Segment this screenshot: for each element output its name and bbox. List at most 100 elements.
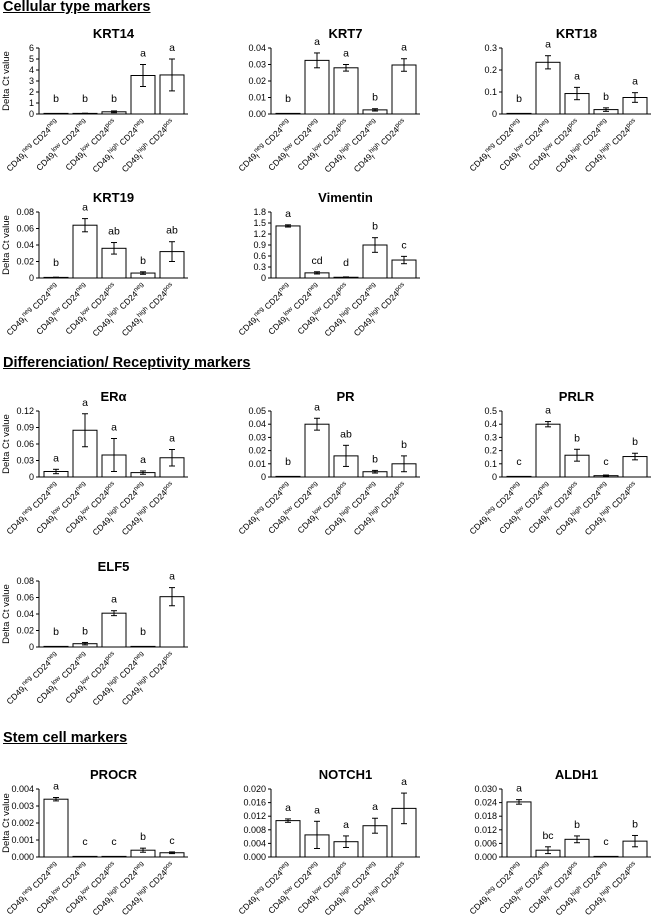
- significance-letter: c: [603, 836, 608, 848]
- significance-letter: b: [82, 93, 88, 105]
- significance-letter: bc: [542, 830, 553, 842]
- y-tick-label: 0.016: [243, 798, 266, 808]
- y-tick-label: 0.08: [16, 207, 34, 217]
- significance-letter: c: [82, 836, 87, 848]
- y-tick-label: 0.09: [16, 423, 34, 433]
- y-tick-label: 0.012: [474, 825, 497, 835]
- significance-letter: b: [285, 93, 291, 105]
- y-tick-label: 0.3: [484, 432, 497, 442]
- bar: [391, 64, 417, 115]
- bar: [506, 112, 532, 115]
- error-bar: [140, 470, 146, 475]
- bar: [275, 475, 301, 478]
- y-tick-label: 0.030: [474, 784, 497, 794]
- significance-letter: ab: [340, 428, 352, 440]
- significance-letter: c: [516, 456, 521, 468]
- error-bar: [53, 797, 59, 802]
- y-tick-label: 0.1: [484, 459, 497, 469]
- error-bar: [314, 52, 320, 69]
- error-bar: [372, 237, 378, 253]
- y-tick-label: 0: [492, 109, 497, 119]
- chart-title: ELF5: [98, 559, 130, 574]
- error-bar: [401, 58, 407, 72]
- bar: [275, 225, 301, 279]
- y-tick-label: 1: [29, 98, 34, 108]
- y-tick-label: 0.012: [243, 811, 266, 821]
- error-bar: [372, 817, 378, 834]
- error-bar: [545, 846, 551, 855]
- significance-letter: b: [401, 439, 407, 451]
- y-tick-label: 0: [29, 109, 34, 119]
- y-tick-label: 0.1: [484, 87, 497, 97]
- error-bar: [82, 218, 88, 233]
- y-tick-label: 0.9: [253, 240, 266, 250]
- significance-letter: b: [53, 257, 59, 269]
- bar: [593, 855, 619, 858]
- y-tick-label: 0.008: [243, 825, 266, 835]
- y-tick-label: 0.004: [11, 784, 34, 794]
- bar: [130, 645, 156, 648]
- error-bar: [574, 835, 580, 844]
- y-tick-label: 1.8: [253, 207, 266, 217]
- y-tick-label: 0.01: [248, 93, 266, 103]
- significance-letter: a: [401, 776, 407, 788]
- error-bar: [574, 448, 580, 462]
- significance-letter: c: [111, 836, 116, 848]
- error-bar: [140, 847, 146, 853]
- significance-letter: a: [343, 48, 349, 60]
- bar: [535, 423, 561, 478]
- significance-letter: b: [285, 456, 291, 468]
- y-tick-label: 0.01: [248, 459, 266, 469]
- y-axis-label: Delta Ct value: [1, 51, 12, 111]
- y-tick-label: 0.018: [474, 811, 497, 821]
- chart-title: PR: [336, 389, 355, 404]
- bar: [101, 855, 127, 858]
- y-axis-label: Delta Ct value: [1, 414, 12, 474]
- bar: [506, 801, 532, 858]
- significance-letter: b: [632, 818, 638, 830]
- chart-title: Vimentin: [318, 190, 373, 205]
- y-tick-label: 0.04: [248, 419, 266, 429]
- y-tick-label: 0.4: [484, 419, 497, 429]
- error-bar: [285, 818, 291, 823]
- error-bar: [169, 587, 175, 607]
- significance-letter: ab: [166, 225, 178, 237]
- significance-letter: b: [53, 626, 59, 638]
- error-bar: [169, 851, 175, 855]
- bar: [72, 224, 98, 279]
- y-tick-label: 0.04: [16, 609, 34, 619]
- y-tick-label: 1.5: [253, 218, 266, 228]
- chart-title: KRT18: [556, 26, 597, 41]
- y-tick-label: 1.2: [253, 229, 266, 239]
- error-bar: [314, 417, 320, 431]
- error-bar: [343, 276, 349, 279]
- error-bar: [603, 107, 609, 112]
- significance-letter: a: [372, 801, 378, 813]
- y-tick-label: 0.004: [243, 838, 266, 848]
- error-bar: [111, 242, 117, 255]
- y-tick-label: 0.3: [484, 43, 497, 53]
- significance-letter: b: [82, 625, 88, 637]
- chart-title: KRT7: [329, 26, 363, 41]
- significance-letter: a: [285, 208, 291, 220]
- y-tick-label: 0: [261, 472, 266, 482]
- y-tick-label: 0.03: [248, 60, 266, 70]
- y-tick-label: 0.03: [248, 432, 266, 442]
- error-bar: [82, 641, 88, 646]
- significance-letter: b: [372, 453, 378, 465]
- y-tick-label: 0.06: [16, 593, 34, 603]
- significance-letter: a: [82, 397, 88, 409]
- error-bar: [82, 413, 88, 448]
- y-tick-label: 0.3: [253, 262, 266, 272]
- y-tick-label: 0.00: [248, 109, 266, 119]
- y-tick-label: 0.000: [474, 852, 497, 862]
- significance-letter: a: [574, 70, 580, 82]
- significance-letter: b: [603, 91, 609, 103]
- chart-title: PRLR: [559, 389, 595, 404]
- error-bar: [401, 455, 407, 473]
